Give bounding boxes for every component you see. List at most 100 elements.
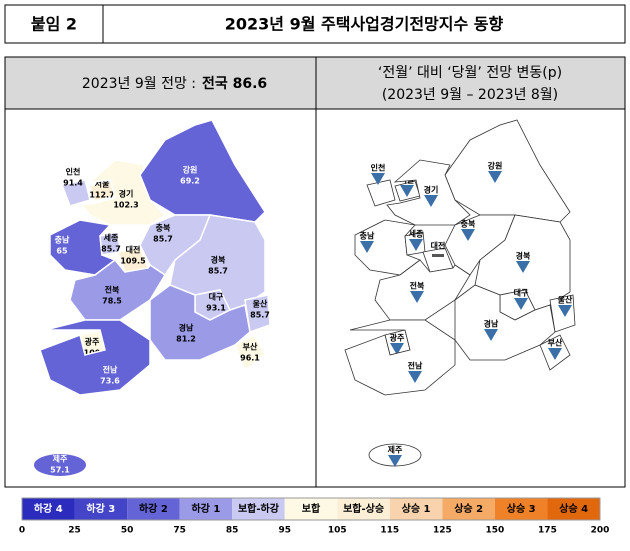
region-name: 충북 (156, 223, 171, 233)
region-name: 전북 (105, 285, 120, 295)
legend-label: 상승 1 (402, 502, 431, 515)
region-name: 경기 (424, 185, 439, 195)
legend-swatch (179, 498, 233, 520)
legend-swatch (547, 498, 600, 520)
region-name: 대구 (514, 288, 529, 298)
label-box (4, 4, 104, 44)
legend-tick: 50 (121, 526, 134, 536)
no-change (432, 254, 444, 257)
attachment-label: 붙임 2 (31, 15, 77, 34)
region-name: 부산 (243, 342, 258, 352)
legend: 하강 4 하강 3 하강 2 하강 1 보합-하강 보합 보합-상승 상승 1 상승 2 상승 3… (19, 497, 609, 536)
down-arrow (410, 291, 424, 303)
legend-swatch (74, 498, 128, 520)
region-name: 제주 (53, 454, 68, 464)
region-name: 인천 (371, 163, 386, 173)
region-name: 경기 (119, 189, 134, 199)
region-outline (354, 219, 421, 276)
region-value: 73.6 (100, 377, 120, 386)
region-name: 서울 (95, 179, 110, 189)
down-arrow (408, 371, 422, 383)
region-name: 인천 (66, 167, 81, 177)
region (149, 284, 251, 361)
title: 2023년 9월 주택사업경기전망지수 동향 (225, 15, 504, 34)
down-arrow (516, 261, 530, 273)
region-value: 81.2 (176, 335, 196, 344)
legend-label: 보합-상승 (343, 502, 384, 515)
legend-swatch (284, 498, 338, 520)
right-heading: ‘전월’ 대비 ‘당월’ 전망 변동(p) (378, 65, 562, 81)
legend-swatch (494, 498, 548, 520)
down-arrow (484, 329, 498, 341)
region-value: 91.4 (63, 179, 83, 188)
region-name: 충남 (360, 231, 375, 241)
left-highlight: 전국 86.6 (202, 75, 267, 92)
region-value: 112.7 (89, 191, 114, 200)
region-name: 대전 (431, 241, 446, 251)
region-value: 109.5 (120, 257, 146, 266)
region-name: 경남 (179, 323, 194, 333)
region-name: 강원 (488, 161, 503, 171)
region-name: 울산 (253, 299, 268, 309)
region-name: 충북 (461, 219, 476, 229)
region (234, 333, 266, 372)
region (34, 454, 86, 476)
region-outline (454, 284, 556, 361)
legend-tick: 105 (328, 526, 347, 536)
legend-tick: 75 (173, 526, 186, 536)
region-value: 102.3 (113, 201, 138, 210)
legend-swatch (232, 498, 285, 520)
region-name: 충남 (55, 235, 70, 245)
legend-tick: 0 (19, 526, 25, 536)
legend-tick: 25 (68, 526, 81, 536)
region (49, 219, 117, 276)
region-value: 69.2 (180, 177, 200, 186)
legend-tick: 115 (380, 526, 399, 536)
region (69, 258, 167, 321)
legend-tick: 125 (433, 526, 452, 536)
region-name: 전남 (408, 361, 423, 371)
region-outline (444, 119, 571, 223)
region-name: 제주 (388, 445, 403, 455)
legend-swatch (442, 498, 495, 520)
region-name: 경북 (211, 255, 226, 265)
legend-label: 보합 (302, 502, 321, 515)
legend-label: 하강 3 (86, 502, 115, 515)
region-name: 세종 (409, 229, 424, 239)
legend-tick: 150 (486, 526, 505, 536)
region-name: 광주 (390, 333, 405, 343)
region-name: 광주 (85, 337, 100, 347)
down-arrow (388, 455, 402, 467)
region (39, 319, 151, 396)
panel-border (4, 108, 626, 488)
legend-label: 상승 3 (507, 502, 536, 515)
region-name: 경남 (484, 319, 499, 329)
region-value: 85.7 (250, 311, 270, 320)
legend-swatch (389, 498, 443, 520)
region-value: 85.7 (101, 245, 121, 254)
region-name: 세종 (104, 233, 119, 243)
region-value: 96.1 (240, 354, 260, 363)
legend-tick: 175 (538, 526, 557, 536)
region-outline (344, 319, 456, 396)
legend-tick: 95 (278, 526, 291, 536)
legend-label: 하강 2 (139, 502, 168, 515)
down-arrow (409, 239, 423, 251)
legend-label: 상승 2 (454, 502, 483, 515)
region-name: 부산 (548, 338, 563, 348)
down-arrow (548, 348, 562, 360)
region-name: 울산 (558, 295, 573, 305)
legend-swatch (337, 498, 390, 520)
region-outline (374, 259, 471, 321)
legend-border (21, 497, 601, 521)
region (60, 179, 91, 207)
down-arrow (424, 195, 438, 207)
legend-label: 상승 4 (559, 502, 588, 515)
legend-swatch (127, 498, 180, 520)
region-name: 대구 (209, 292, 224, 302)
region-name: 강원 (183, 165, 198, 175)
region-value: 93.1 (206, 304, 226, 313)
down-arrow (488, 171, 502, 183)
region-name: 전북 (410, 281, 425, 291)
